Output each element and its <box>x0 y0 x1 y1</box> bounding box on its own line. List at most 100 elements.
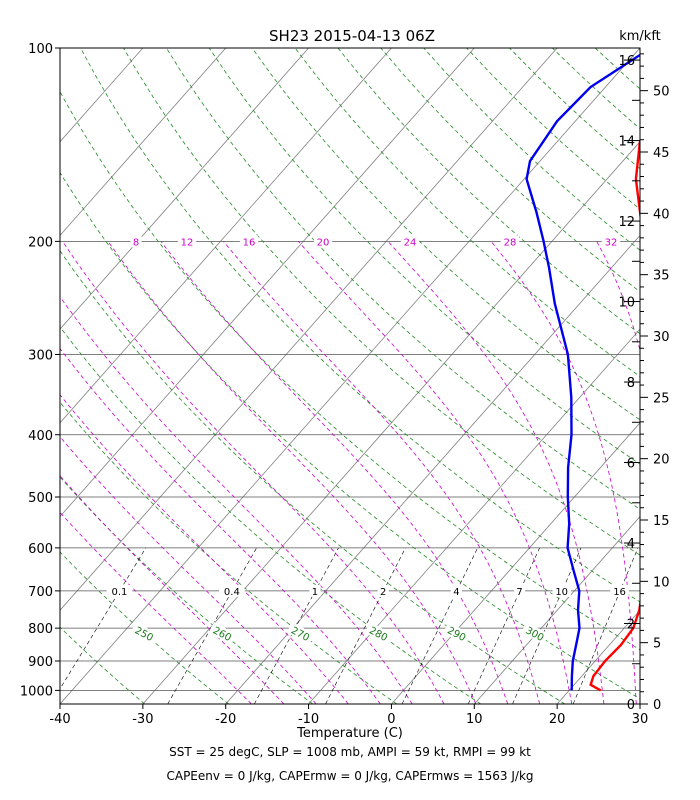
dry-adiabat-label-bg <box>521 622 550 645</box>
temperature-tick-label: -20 <box>215 712 236 727</box>
pressure-tick-label: 500 <box>28 491 53 506</box>
dry-adiabat-label-bg <box>286 622 315 645</box>
x-axis-label: Temperature (C) <box>296 726 403 741</box>
isotherm-line <box>60 48 475 518</box>
mixing-ratio-label-bg <box>552 584 571 597</box>
dry-adiabat-line <box>60 401 398 704</box>
isotherm-line <box>225 234 640 704</box>
moist-adiabat-label: 12 <box>181 237 194 248</box>
isotherm-line <box>60 48 309 330</box>
km-tick-label: 6 <box>627 457 635 472</box>
kft-tick-label: 30 <box>653 330 670 345</box>
dry-adiabat-line <box>60 90 640 651</box>
background-lines <box>60 48 700 704</box>
km-tick-label: 12 <box>618 215 635 230</box>
isotherm-line <box>60 48 640 704</box>
dry-adiabat-label-bg <box>364 622 393 645</box>
mixing-ratio-label: 4 <box>453 587 459 598</box>
moist-adiabat-line <box>60 394 349 704</box>
kft-tick-label: 20 <box>653 453 670 468</box>
moist-adiabat-line <box>689 241 700 704</box>
moist-adiabat-line <box>60 511 252 704</box>
mixing-ratio-label: 16 <box>613 587 626 598</box>
mixing-ratio-label-bg <box>219 584 245 597</box>
pressure-tick-label: 1000 <box>20 684 53 699</box>
mixing-ratio-line <box>467 547 540 704</box>
mixing-ratio-line <box>167 547 257 704</box>
km-tick-label: 4 <box>627 537 635 552</box>
temperature-tick-label: 30 <box>632 712 649 727</box>
dry-adiabat-label-bg <box>442 622 472 645</box>
dry-adiabat-line <box>60 171 640 700</box>
pressure-tick-label: 200 <box>28 235 53 250</box>
isotherm-line <box>391 422 640 704</box>
pressure-tick-label: 400 <box>28 429 53 444</box>
kft-tick-label: 10 <box>653 575 670 590</box>
kft-tick-label: 35 <box>653 269 670 284</box>
moist-adiabat-line <box>160 241 509 704</box>
mixing-ratio-line <box>325 547 406 704</box>
kft-tick-label: 50 <box>653 85 670 100</box>
mixing-ratio-line <box>401 547 478 704</box>
footer-line-2: CAPEenv = 0 J/kg, CAPErmw = 0 J/kg, CAPE… <box>166 769 534 783</box>
isotherm-line <box>142 141 640 704</box>
moist-adiabat-line <box>60 347 381 704</box>
temperature-tick-label: 20 <box>549 712 566 727</box>
mixing-ratio-label-bg <box>377 584 389 597</box>
moist-adiabat-line <box>298 241 573 704</box>
moist-adiabat-label: 24 <box>404 237 417 248</box>
moist-adiabat-label-bg <box>601 235 621 248</box>
dewpoint-profile <box>525 53 640 691</box>
mixing-ratio-label-bg <box>309 584 321 597</box>
dry-adiabat-line <box>681 48 700 704</box>
mixing-ratio-label: 7 <box>516 587 522 598</box>
km-tick-label: 10 <box>618 296 635 311</box>
mixing-ratio-label: 2 <box>380 587 386 598</box>
kft-tick-label: 15 <box>653 514 670 529</box>
dry-adiabat-line <box>60 702 61 704</box>
pressure-tick-label: 300 <box>28 348 53 363</box>
kft-tick-label: 25 <box>653 391 670 406</box>
dry-adiabat-label-bg <box>130 622 159 645</box>
dry-adiabat-line <box>337 48 640 335</box>
right-axis-label: km/kft <box>619 29 661 44</box>
profile-curves <box>525 53 640 692</box>
isotherm-line <box>60 48 392 424</box>
km-tick-label: 14 <box>618 135 635 150</box>
pressure-tick-label: 900 <box>28 655 53 670</box>
isotherm-line <box>60 48 61 49</box>
moist-adiabat-label-bg <box>239 235 259 248</box>
mixing-ratio-label-bg <box>513 584 526 597</box>
moist-adiabat-label-bg <box>130 235 142 248</box>
mixing-ratio-label-bg <box>106 584 133 597</box>
kft-tick-label: 0 <box>653 698 661 713</box>
isotherm-line <box>639 703 640 704</box>
temperature-tick-label: -40 <box>49 712 70 727</box>
moist-adiabat-line <box>223 241 541 704</box>
moist-adiabat-line <box>107 241 477 704</box>
km-tick-label: 8 <box>627 376 635 391</box>
isotherm-line <box>473 515 640 704</box>
mixing-ratio-line <box>512 547 582 704</box>
kft-tick-label: 40 <box>653 207 670 222</box>
dry-adiabat-line <box>60 326 482 704</box>
moist-adiabat-line <box>596 241 640 352</box>
moist-adiabat-label: 32 <box>605 237 618 248</box>
pressure-tick-label: 700 <box>28 585 53 600</box>
moist-adiabat-label-bg <box>177 235 197 248</box>
moist-adiabat-line <box>60 475 285 704</box>
pressure-tick-label: 100 <box>28 42 53 57</box>
chart-title: SH23 2015-04-13 06Z <box>269 27 435 45</box>
footer-line-1: SST = 25 degC, SLP = 1008 mb, AMPI = 59 … <box>169 745 531 759</box>
dry-adiabat-line <box>60 551 229 704</box>
dry-adiabat-line <box>294 48 640 378</box>
dry-adiabat-line <box>60 626 145 704</box>
mixing-ratio-label: 0.1 <box>111 587 127 598</box>
dry-adiabat-line <box>509 48 640 170</box>
dry-adiabat-line <box>251 48 640 421</box>
mixing-ratio-label-bg <box>450 584 463 597</box>
moist-adiabat-label-bg <box>500 235 520 248</box>
